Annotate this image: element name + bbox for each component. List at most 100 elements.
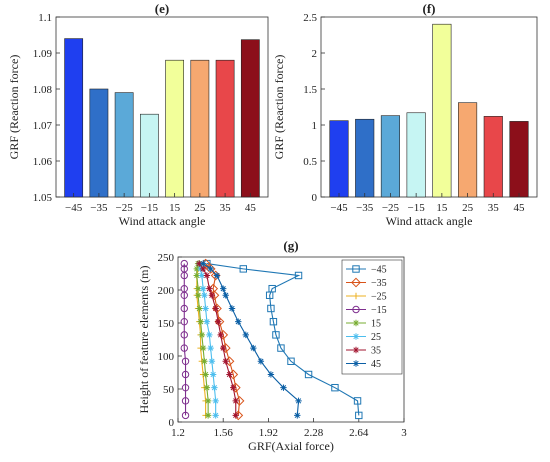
data-point xyxy=(352,360,360,367)
data-point xyxy=(206,331,213,339)
y-axis-label: GRF (Reaction force) xyxy=(275,55,286,160)
data-point xyxy=(193,272,201,279)
x-tick-label: −25 xyxy=(116,202,134,214)
bar xyxy=(190,59,210,198)
x-tick-label: −15 xyxy=(141,202,159,214)
data-point xyxy=(242,331,249,339)
x-tick-label: 25 xyxy=(462,202,474,214)
x-tick-label: 45 xyxy=(245,202,257,214)
data-point xyxy=(228,305,236,312)
data-point xyxy=(235,318,242,325)
y-tick-label: 150 xyxy=(158,318,175,330)
bar-chart-f: (f) 0 0.5 1 1.5 2 2.5 −45 −35 −25 −15 15 25 35 45 Wind … xyxy=(275,1,538,228)
x-axis-label: Wind attack angle xyxy=(386,214,473,228)
data-point xyxy=(199,260,207,267)
data-point xyxy=(331,383,339,392)
x-tick-label: −15 xyxy=(408,202,426,214)
bar-chart-e: (e) 1.05 1.06 1.07 1.08 1.09 1.1 −45 −35 −25 −15 15… xyxy=(7,1,269,228)
bar xyxy=(458,102,478,198)
data-point xyxy=(207,344,214,352)
data-point xyxy=(269,317,278,326)
data-point xyxy=(232,412,239,419)
data-point xyxy=(294,412,301,419)
data-point xyxy=(181,357,190,365)
y-tick-label: 1.06 xyxy=(33,156,53,168)
data-point xyxy=(194,292,202,299)
data-point xyxy=(180,265,188,273)
x-tick-label: 35 xyxy=(488,202,500,214)
data-point xyxy=(198,272,206,279)
data-point xyxy=(220,285,227,292)
data-point xyxy=(207,265,214,273)
data-point xyxy=(222,358,229,365)
data-point xyxy=(352,292,360,300)
plot-frame xyxy=(320,16,538,198)
x-tick-label: 35 xyxy=(220,202,232,214)
data-point xyxy=(202,305,209,312)
y-tick-label: 1 xyxy=(312,120,318,132)
data-point xyxy=(181,397,190,405)
bar xyxy=(114,92,134,198)
data-point xyxy=(213,272,221,279)
x-tick-label: 2.28 xyxy=(304,427,324,439)
bar xyxy=(215,59,235,198)
bar xyxy=(89,88,109,198)
y-axis-label: Height of feature elements (m) xyxy=(137,266,151,414)
data-point xyxy=(222,292,229,299)
data-point xyxy=(277,344,285,352)
bar xyxy=(139,113,159,198)
data-point xyxy=(181,383,190,392)
legend-label: −45 xyxy=(371,265,387,276)
legend-label: 15 xyxy=(371,319,381,330)
series-line xyxy=(206,263,360,416)
plot-frame xyxy=(55,16,269,198)
x-tick-label: −35 xyxy=(356,202,374,214)
data-point xyxy=(304,370,313,379)
y-tick-label: 200 xyxy=(158,285,175,297)
data-point xyxy=(267,304,275,313)
x-tick-label: 1.92 xyxy=(259,427,278,439)
data-point xyxy=(295,397,302,405)
data-point xyxy=(267,371,275,378)
data-point xyxy=(199,344,207,352)
series-line xyxy=(202,263,300,416)
y-tick-label: 100 xyxy=(158,351,175,363)
data-point xyxy=(217,331,224,339)
y-tick-label: 0.5 xyxy=(303,156,317,168)
data-point xyxy=(197,318,204,325)
x-tick-label: 15 xyxy=(169,202,181,214)
legend-label: −25 xyxy=(371,292,387,303)
legend-label: −15 xyxy=(371,305,387,316)
data-point xyxy=(180,259,188,268)
y-tick-label: 250 xyxy=(158,252,175,264)
data-point xyxy=(180,317,188,326)
data-point xyxy=(208,358,216,365)
y-tick-label: 1.1 xyxy=(38,12,52,24)
bar xyxy=(329,120,349,198)
data-point xyxy=(212,412,219,419)
data-point xyxy=(199,285,207,292)
data-point xyxy=(353,397,362,405)
data-point xyxy=(226,371,233,378)
data-point xyxy=(294,271,303,280)
data-point xyxy=(199,265,207,273)
x-tick-label: 2.64 xyxy=(349,427,369,439)
data-point xyxy=(287,357,295,365)
bar xyxy=(64,38,84,198)
bar xyxy=(432,23,452,198)
data-point xyxy=(272,331,280,339)
data-point xyxy=(181,370,190,379)
data-point xyxy=(212,397,219,405)
y-tick-label: 1.07 xyxy=(33,120,53,132)
data-point xyxy=(220,344,227,352)
x-tick-label: −35 xyxy=(90,202,108,214)
data-point xyxy=(206,285,213,292)
data-point xyxy=(257,358,265,365)
chart-panel-g: (g) 1.2 1.56 1.92 2.28 2.64 3 0 50 100 150 200 250 −4… xyxy=(130,238,420,462)
data-point xyxy=(196,260,203,267)
data-point xyxy=(198,331,206,339)
y-tick-label: 50 xyxy=(163,384,175,396)
x-tick-label: −25 xyxy=(382,202,400,214)
y-tick-label: 1.08 xyxy=(33,84,53,96)
bar xyxy=(483,116,503,198)
